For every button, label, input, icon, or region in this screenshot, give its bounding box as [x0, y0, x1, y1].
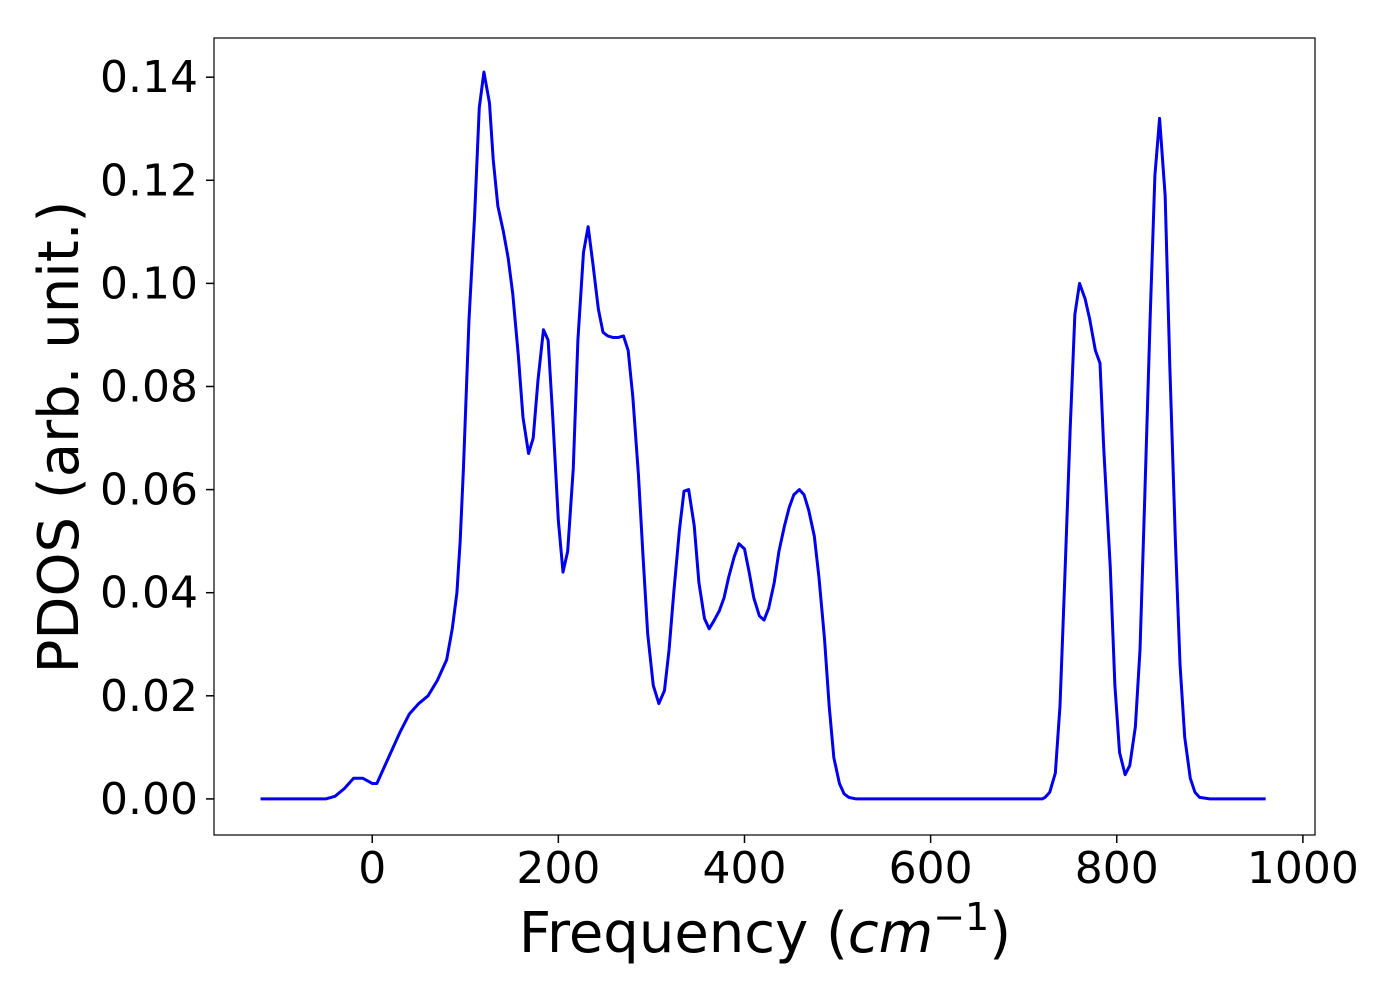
y-tick-label: 0.14: [100, 52, 198, 103]
x-tick-label: 1000: [1247, 843, 1359, 894]
x-tick-label: 800: [1075, 843, 1159, 894]
x-label-sup: −1: [933, 895, 989, 939]
x-tick-label: 200: [516, 843, 600, 894]
y-axis-label: PDOS (arb. unit.): [27, 201, 92, 674]
x-label-math: cm: [848, 901, 933, 966]
x-label-end: ): [989, 901, 1011, 966]
y-tick-label: 0.06: [100, 465, 198, 516]
y-tick-label: 0.02: [100, 671, 198, 722]
y-tick-label: 0.04: [100, 568, 198, 619]
y-tick-label: 0.10: [100, 258, 198, 309]
x-label-text: Frequency (: [519, 901, 848, 966]
y-tick-label: 0.12: [100, 155, 198, 206]
x-axis-label: Frequency (cm−1): [519, 895, 1011, 966]
x-tick-label: 0: [358, 843, 386, 894]
x-tick-label: 600: [889, 843, 973, 894]
y-tick-label: 0.00: [100, 774, 198, 825]
y-tick-label: 0.08: [100, 361, 198, 412]
x-tick-label: 400: [702, 843, 786, 894]
data-line: [260, 70, 1266, 801]
plot-frame: [213, 37, 1316, 836]
